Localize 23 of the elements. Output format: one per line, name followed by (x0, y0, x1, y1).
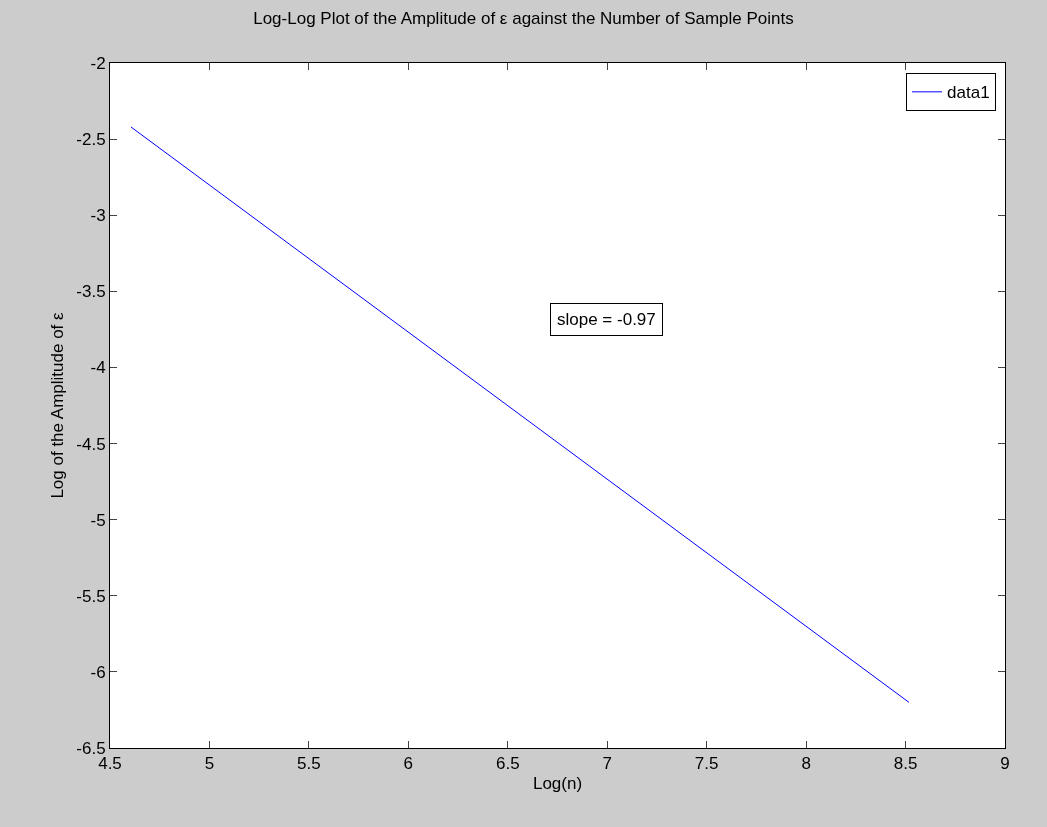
legend-label: data1 (947, 83, 990, 103)
y-tick-label: -4 (90, 358, 106, 378)
y-tick-label: -6 (90, 662, 106, 682)
y-tick-label: -2.5 (76, 130, 106, 150)
y-tick-label: -5.5 (76, 586, 106, 606)
y-axis-title: Log of the Amplitude of ε (47, 311, 67, 499)
x-tick-label: 5.5 (297, 754, 321, 774)
x-tick-label: 5 (204, 754, 215, 774)
x-tick-label: 6 (403, 754, 414, 774)
y-tick-label: -4.5 (76, 434, 106, 454)
x-tick-label: 7 (602, 754, 612, 774)
x-tick-label: 7.5 (694, 754, 719, 774)
y-tick-label: -3.5 (76, 282, 106, 302)
x-tick-label: 8 (801, 754, 811, 774)
x-tick-label: 6.5 (495, 754, 520, 774)
annotation: slope = -0.97 (557, 310, 656, 329)
y-tick-label: -3 (90, 206, 106, 226)
x-tick-label: 8.5 (893, 754, 918, 774)
chart-title: Log-Log Plot of the Amplitude of ε against the Number of Sample Points (253, 9, 794, 29)
x-axis-title: Log(n) (532, 773, 583, 793)
x-tick-label: 9 (1000, 754, 1010, 774)
y-tick-label: -5 (90, 510, 106, 530)
y-tick-label: -2 (90, 53, 106, 73)
